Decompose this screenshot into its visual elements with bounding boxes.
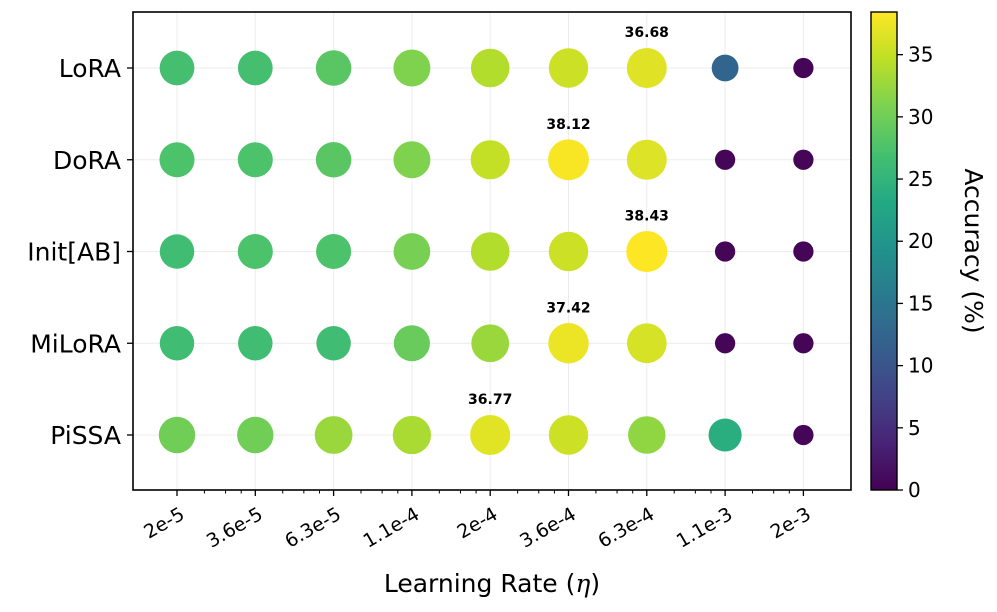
annotations-layer: 36.68 38.12 38.43 37.42 36.77 [468, 25, 669, 408]
bubble-pissa-3.6e-5 [237, 416, 274, 454]
y-tick-label: MiLoRA [30, 329, 121, 358]
bubble-lora-6.3e-4 [626, 47, 667, 89]
colorbar-tick-label: 5 [908, 416, 921, 440]
bubble-init-ab--2e-4 [470, 232, 510, 271]
colorbar [870, 11, 898, 491]
x-axis-label: Learning Rate (η) [384, 569, 600, 598]
bubble-dora-6.3e-4 [626, 139, 667, 180]
annotation-label: 36.68 [625, 25, 669, 41]
colorbar-ticks: 0 5 10 15 20 25 30 35 [897, 43, 933, 502]
bubble-init-ab--6.3e-5 [316, 233, 352, 270]
bubble-milora-3.6e-4 [548, 323, 589, 364]
bubble-lora-6.3e-5 [315, 50, 352, 86]
annotation-label: 38.43 [625, 209, 669, 225]
x-tick-label: 3.6e-4 [516, 503, 580, 552]
bubble-milora-2e-3 [793, 333, 814, 354]
bubble-init-ab--1.1e-4 [393, 233, 431, 270]
bubble-dora-2e-3 [793, 149, 814, 170]
bubble-init-ab--2e-3 [793, 241, 814, 262]
bubble-pissa-1.1e-3 [708, 418, 742, 452]
bubble-lora-3.6e-4 [548, 48, 589, 88]
bubble-init-ab--2e-5 [159, 234, 195, 269]
x-tick-label: 3.6e-5 [203, 503, 267, 552]
colorbar-tick-label: 35 [908, 43, 933, 67]
bubble-lora-3.6e-5 [237, 50, 273, 86]
bubble-dora-1.1e-4 [393, 141, 431, 179]
bubble-pissa-2e-3 [793, 424, 814, 446]
bubble-pissa-2e-5 [158, 416, 196, 454]
colorbar-tick-label: 20 [908, 229, 933, 253]
bubble-pissa-6.3e-4 [628, 416, 666, 454]
colorbar-tick-label: 0 [908, 478, 921, 502]
x-tick-label: 1.1e-4 [359, 503, 423, 552]
bubble-dora-2e-4 [470, 140, 510, 180]
colorbar-tick-label: 25 [908, 167, 933, 191]
annotation-label: 36.77 [468, 392, 512, 408]
x-tick-label: 2e-5 [140, 503, 188, 543]
colorbar-tick-label: 15 [908, 291, 933, 315]
x-tick-label: 6.3e-5 [281, 503, 345, 552]
bubble-init-ab--6.3e-4 [626, 231, 668, 272]
colorbar-tick-label: 30 [908, 105, 933, 129]
bubble-lora-1.1e-4 [393, 49, 431, 87]
bubble-dora-3.6e-5 [237, 142, 273, 178]
bubble-pissa-1.1e-4 [392, 415, 432, 455]
bubble-init-ab--1.1e-3 [714, 241, 736, 262]
bubble-lora-2e-4 [470, 48, 510, 88]
bubbles-layer [158, 47, 814, 456]
annotation-label: 38.12 [546, 117, 590, 133]
bubble-milora-1.1e-4 [393, 325, 430, 362]
x-axis: 2e-5 3.6e-5 6.3e-5 1.1e-4 2e-4 3.6e-4 6.3e-4 1.… [140, 490, 815, 553]
bubble-pissa-2e-4 [470, 414, 511, 456]
x-tick-label: 2e-4 [453, 503, 501, 543]
y-tick-label: DoRA [53, 146, 121, 175]
bubble-lora-2e-3 [793, 57, 814, 79]
bubble-pissa-3.6e-4 [548, 415, 589, 455]
bubble-pissa-6.3e-5 [314, 416, 353, 454]
bubble-lora-2e-5 [159, 50, 195, 86]
bubble-milora-2e-4 [471, 324, 510, 363]
y-tick-label: Init[AB] [27, 238, 121, 267]
x-tick-label: 2e-3 [767, 503, 815, 543]
x-tick-label: 6.3e-4 [594, 503, 658, 552]
annotation-label: 37.42 [546, 300, 590, 316]
bubble-init-ab--3.6e-4 [548, 231, 589, 272]
y-tick-label: PiSSA [50, 421, 121, 450]
bubble-milora-6.3e-4 [626, 323, 667, 364]
bubble-dora-6.3e-5 [315, 141, 352, 178]
bubble-dora-1.1e-3 [714, 149, 736, 170]
colorbar-label: Accuracy (%) [959, 168, 988, 333]
x-tick-label: 1.1e-3 [673, 503, 737, 552]
bubble-milora-1.1e-3 [714, 333, 736, 354]
colorbar-tick-label: 10 [908, 354, 933, 378]
bubble-lora-1.1e-3 [711, 54, 739, 82]
bubble-milora-3.6e-5 [238, 326, 273, 361]
y-tick-label: LoRA [59, 54, 121, 83]
y-axis: LoRA DoRA Init[AB] MiLoRA PiSSA [27, 54, 133, 450]
bubble-init-ab--3.6e-5 [237, 233, 273, 270]
bubble-milora-6.3e-5 [316, 326, 351, 361]
bubble-milora-2e-5 [159, 326, 195, 361]
bubble-dora-2e-5 [159, 142, 195, 178]
bubble-dora-3.6e-4 [548, 139, 589, 181]
